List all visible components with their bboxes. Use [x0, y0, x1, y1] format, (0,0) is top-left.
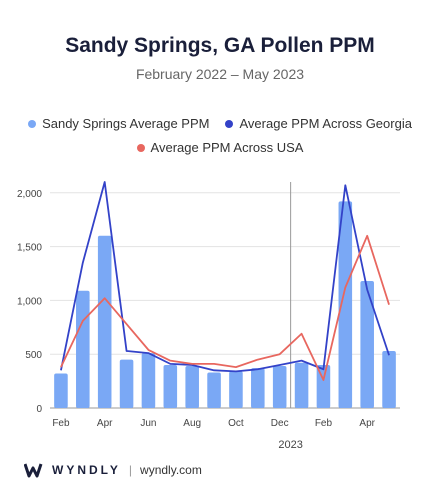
legend-dot-sandy-springs — [28, 119, 37, 128]
bar — [76, 290, 90, 408]
x-tick-label: Feb — [315, 418, 333, 429]
year-label: 2023 — [278, 439, 302, 451]
brand-name: WYNDLY — [52, 463, 121, 477]
legend-row-2: Average PPM Across USA — [0, 140, 440, 155]
bar — [251, 368, 265, 408]
bar — [141, 353, 156, 408]
legend-row-1: Sandy Springs Average PPM Average PPM Ac… — [0, 116, 440, 131]
usa-series-line — [60, 234, 390, 381]
bar — [119, 359, 134, 408]
footer-url[interactable]: wyndly.com — [140, 463, 202, 477]
wyndly-logo-icon — [24, 463, 43, 478]
x-tick-label: Feb — [52, 418, 70, 429]
bar — [185, 366, 199, 408]
x-tick-label: Apr — [97, 418, 113, 429]
bar — [229, 371, 243, 408]
brand-logo: WYNDLY — [24, 462, 121, 478]
bar — [360, 281, 374, 408]
bar — [207, 372, 221, 408]
legend-dot-usa — [136, 143, 145, 152]
x-tick-label: Jun — [140, 418, 156, 429]
bar — [54, 373, 68, 408]
chart-subtitle: February 2022 – May 2023 — [135, 66, 305, 82]
x-tick-label: Aug — [183, 418, 201, 429]
x-tick-label: Oct — [228, 418, 244, 429]
bar — [316, 364, 331, 408]
footer: WYNDLY | wyndly.com — [24, 462, 202, 478]
chart-title: Sandy Springs, GA Pollen PPM — [65, 34, 375, 57]
legend-item-usa: Average PPM Across USA — [136, 140, 304, 155]
pollen-chart: 0 500 1,000 1,500 2,000 2023 Feb Apr Jun Aug Oct De… — [17, 181, 400, 451]
x-tick-label: Dec — [271, 418, 289, 429]
bar — [382, 350, 396, 408]
y-tick-label: 500 — [25, 350, 42, 361]
bar — [294, 362, 309, 408]
y-tick-label: 0 — [36, 404, 42, 415]
legend-label-georgia: Average PPM Across Georgia — [239, 116, 412, 131]
y-tick-label: 1,000 — [17, 296, 42, 307]
georgia-series-line — [60, 181, 390, 373]
footer-separator: | — [128, 463, 133, 477]
legend-item-sandy-springs: Sandy Springs Average PPM — [28, 116, 209, 131]
bar — [97, 235, 112, 408]
y-tick-label: 2,000 — [17, 189, 42, 200]
legend-label-usa: Average PPM Across USA — [150, 140, 304, 155]
legend-label-sandy-springs: Sandy Springs Average PPM — [42, 116, 210, 131]
x-tick-label: Apr — [359, 418, 375, 429]
bar — [272, 366, 287, 408]
y-tick-label: 1,500 — [17, 243, 42, 254]
legend-dot-georgia — [225, 119, 234, 128]
legend-item-georgia: Average PPM Across Georgia — [225, 116, 412, 131]
bar — [338, 201, 353, 408]
bar — [163, 364, 178, 408]
